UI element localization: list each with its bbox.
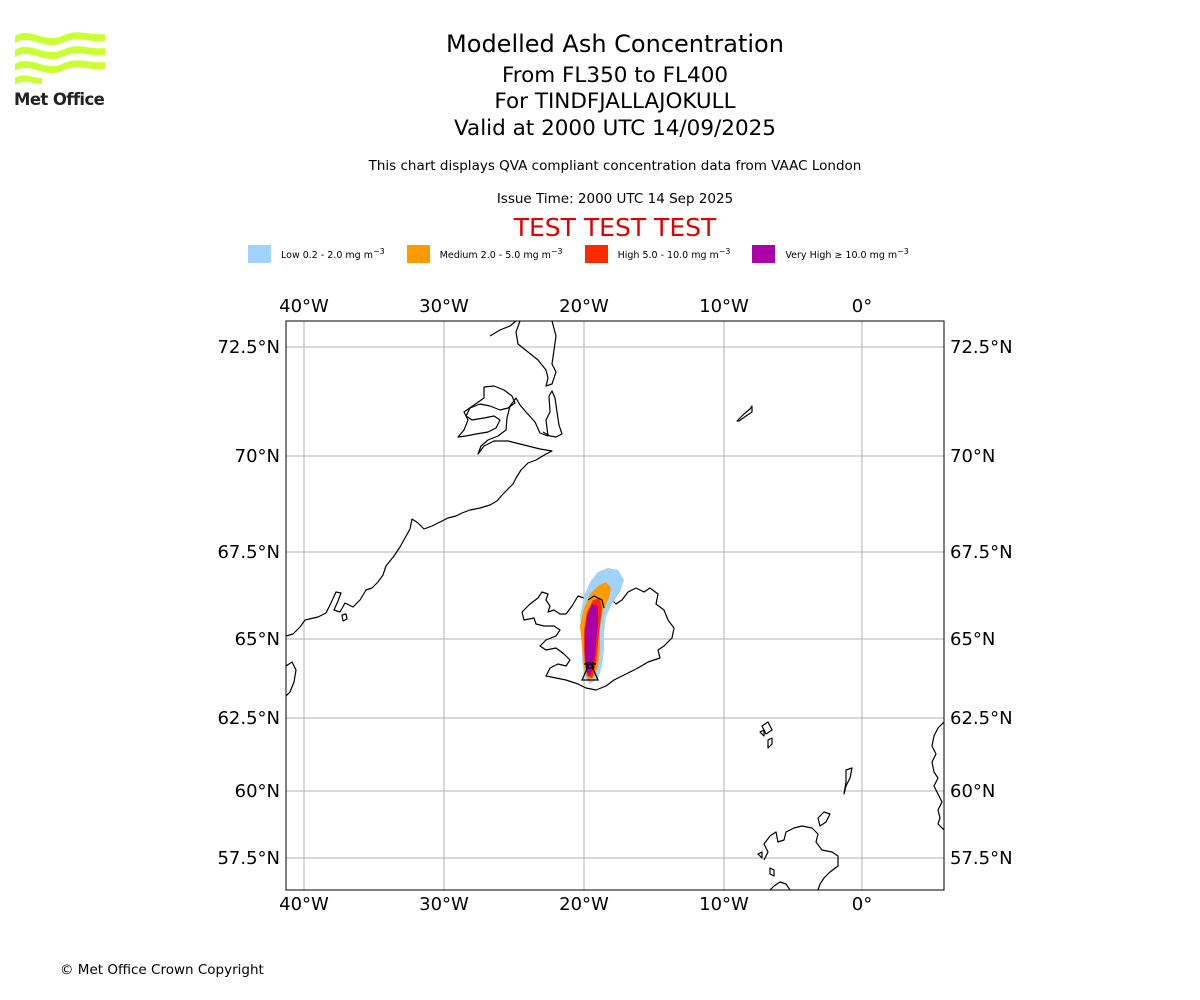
volcano-marker bbox=[581, 595, 605, 681]
greenland-coastline bbox=[286, 390, 563, 637]
lon-tick-top-30w: 30°W bbox=[419, 296, 469, 317]
legend-swatch-very-high bbox=[752, 245, 776, 263]
legend-item-medium: Medium 2.0 - 5.0 mg m−3 bbox=[406, 245, 563, 263]
lon-tick-top-40w: 40°W bbox=[279, 296, 329, 317]
lat-tick-right-65n: 65°N bbox=[950, 629, 995, 650]
chart-title: Modelled Ash Concentration bbox=[446, 30, 784, 58]
lon-tick-bottom-30w: 30°W bbox=[419, 894, 469, 915]
lat-ticks-left: 72.5°N 70°N 67.5°N 65°N 62.5°N 60°N 57.5… bbox=[217, 337, 280, 869]
orkney-coastline bbox=[817, 811, 831, 827]
met-office-logo: Met Office bbox=[12, 28, 108, 112]
lat-tick-left-67-5n: 67.5°N bbox=[217, 542, 280, 563]
met-office-logo-waves bbox=[15, 32, 105, 85]
legend-label-low: Low 0.2 - 2.0 mg m−3 bbox=[281, 246, 385, 262]
coastlines bbox=[286, 321, 944, 890]
norway-coastline bbox=[931, 721, 944, 831]
lat-tick-left-62-5n: 62.5°N bbox=[217, 708, 280, 729]
lon-tick-top-0: 0° bbox=[852, 296, 872, 317]
scotland-coastline bbox=[757, 825, 839, 890]
flight-level-range: From FL350 to FL400 bbox=[501, 63, 729, 88]
met-office-logo-text: Met Office bbox=[14, 90, 105, 109]
test-banner: TEST TEST TEST bbox=[513, 213, 717, 242]
lat-tick-left-60n: 60°N bbox=[235, 781, 280, 802]
greenland-coastline-northeast bbox=[489, 321, 557, 387]
legend-label-very-high: Very High ≥ 10.0 mg m−3 bbox=[785, 246, 909, 262]
faroe-islands-coastline bbox=[759, 721, 773, 749]
legend-swatch-low bbox=[248, 245, 271, 263]
lon-ticks-top: 40°W 30°W 20°W 10°W 0° bbox=[279, 296, 872, 317]
greenland-coastline-west bbox=[286, 661, 297, 697]
legend-swatch-high bbox=[584, 245, 608, 263]
lat-ticks-right: 72.5°N 70°N 67.5°N 65°N 62.5°N 60°N 57.5… bbox=[950, 337, 1013, 869]
lat-tick-right-72-5n: 72.5°N bbox=[950, 337, 1013, 358]
legend-label-medium: Medium 2.0 - 5.0 mg m−3 bbox=[439, 246, 563, 262]
map-gridlines bbox=[286, 321, 944, 890]
legend-swatch-medium bbox=[406, 245, 430, 263]
lon-tick-bottom-20w: 20°W bbox=[559, 894, 609, 915]
issue-time: Issue Time: 2000 UTC 14 Sep 2025 bbox=[496, 191, 734, 207]
jan-mayen-coastline bbox=[736, 405, 753, 422]
lat-tick-left-72-5n: 72.5°N bbox=[217, 337, 280, 358]
legend-label-high: High 5.0 - 10.0 mg m−3 bbox=[617, 246, 731, 262]
copyright-notice: © Met Office Crown Copyright bbox=[60, 962, 264, 978]
ash-area-very-high bbox=[585, 604, 598, 676]
chart-description: This chart displays QVA compliant concen… bbox=[368, 158, 862, 174]
greenland-small-island bbox=[341, 613, 348, 622]
lat-tick-right-67-5n: 67.5°N bbox=[950, 542, 1013, 563]
lat-tick-right-57-5n: 57.5°N bbox=[950, 848, 1013, 869]
legend-item-high: High 5.0 - 10.0 mg m−3 bbox=[584, 245, 731, 263]
lat-tick-right-62-5n: 62.5°N bbox=[950, 708, 1013, 729]
lat-tick-left-70n: 70°N bbox=[235, 446, 280, 467]
lon-tick-bottom-0: 0° bbox=[852, 894, 872, 915]
legend-item-very-high: Very High ≥ 10.0 mg m−3 bbox=[752, 245, 909, 263]
lon-tick-top-10w: 10°W bbox=[699, 296, 749, 317]
lat-tick-right-60n: 60°N bbox=[950, 781, 995, 802]
shetland-coastline bbox=[843, 767, 853, 795]
lon-tick-bottom-10w: 10°W bbox=[699, 894, 749, 915]
lon-ticks-bottom: 40°W 30°W 20°W 10°W 0° bbox=[279, 894, 872, 915]
lon-tick-top-20w: 20°W bbox=[559, 296, 609, 317]
greenland-coastline-north bbox=[457, 385, 516, 438]
volcano-name: For TINDFJALLAJOKULL bbox=[494, 89, 736, 114]
concentration-legend: Low 0.2 - 2.0 mg m−3 Medium 2.0 - 5.0 mg… bbox=[248, 244, 931, 264]
legend-item-low: Low 0.2 - 2.0 mg m−3 bbox=[248, 245, 385, 263]
lat-tick-left-57-5n: 57.5°N bbox=[217, 848, 280, 869]
lon-tick-bottom-40w: 40°W bbox=[279, 894, 329, 915]
map-frame bbox=[285, 320, 945, 891]
lat-tick-right-70n: 70°N bbox=[950, 446, 995, 467]
valid-time: Valid at 2000 UTC 14/09/2025 bbox=[453, 116, 776, 141]
lat-tick-left-65n: 65°N bbox=[235, 629, 280, 650]
